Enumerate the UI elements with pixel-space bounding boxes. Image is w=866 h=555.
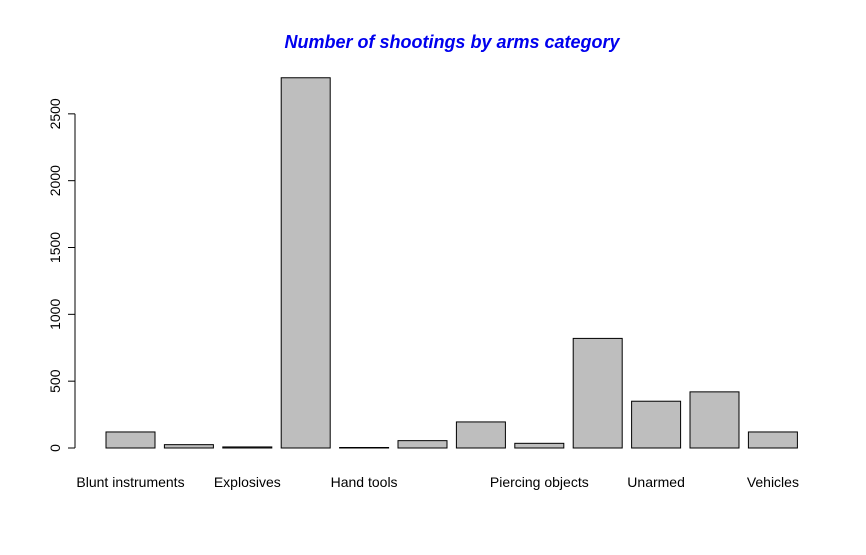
- y-tick-label: 1000: [47, 299, 63, 330]
- bar: [163, 444, 214, 449]
- x-tick-label: Explosives: [214, 474, 281, 490]
- bar: [280, 77, 331, 449]
- bar: [105, 431, 156, 449]
- y-tick-label: 1500: [47, 232, 63, 263]
- bar: [514, 442, 565, 449]
- x-tick-label: Piercing objects: [490, 474, 589, 490]
- bar: [455, 421, 506, 449]
- chart-title: Number of shootings by arms category: [284, 32, 620, 52]
- x-tick-label: Vehicles: [747, 474, 799, 490]
- bar: [689, 391, 740, 449]
- bar: [631, 400, 682, 449]
- bar: [222, 446, 273, 449]
- y-tick-label: 500: [47, 369, 63, 393]
- bars-group: [105, 77, 798, 449]
- x-tick-label: Hand tools: [331, 474, 398, 490]
- bar: [747, 431, 798, 449]
- x-tick-label: Blunt instruments: [76, 474, 184, 490]
- bar: [397, 440, 448, 449]
- y-tick-label: 2000: [47, 165, 63, 196]
- x-tick-label: Unarmed: [627, 474, 685, 490]
- bar: [339, 447, 390, 449]
- bar: [572, 337, 623, 449]
- y-axis: 0 500 1000 1500 2000 2500: [47, 98, 76, 452]
- y-tick-label: 2500: [47, 98, 63, 129]
- x-tick-labels: Blunt instruments Explosives Hand tools Pie…: [76, 474, 799, 490]
- y-tick-label: 0: [47, 444, 63, 452]
